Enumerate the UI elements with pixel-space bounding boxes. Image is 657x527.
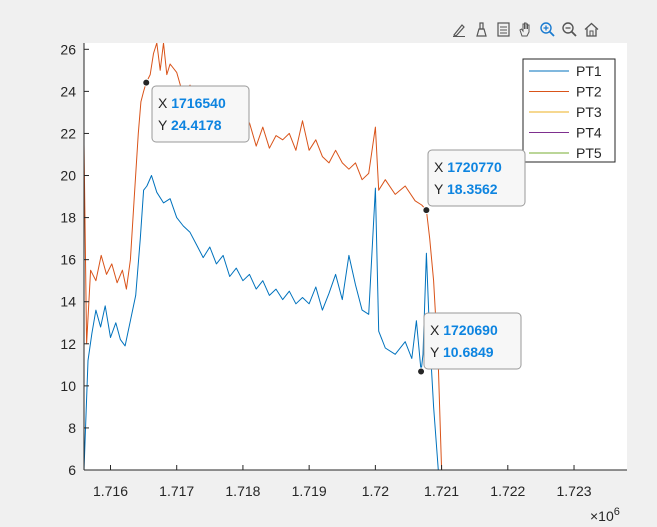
x-tick-label: 1.716	[93, 483, 128, 499]
datatip-marker	[417, 367, 426, 376]
datatip-x-row: X 1720690	[430, 322, 498, 338]
datatip-marker	[142, 78, 151, 87]
legend[interactable]: PT1 PT2 PT3 PT4 PT5	[522, 58, 616, 163]
series-line-pt1	[84, 175, 439, 470]
y-tick-label: 12	[60, 336, 76, 352]
legend-icon[interactable]	[494, 20, 513, 39]
y-tick-label: 20	[60, 168, 76, 184]
legend-box	[522, 58, 616, 163]
figure-toolbar	[450, 18, 601, 40]
y-tick-label: 24	[60, 83, 76, 99]
y-tick-label: 14	[60, 294, 76, 310]
datatip-box	[423, 312, 522, 370]
y-tick-label: 22	[60, 125, 76, 141]
x-tick-label: 1.723	[557, 483, 592, 499]
legend-label-pt1: PT1	[576, 63, 602, 79]
datatip[interactable]: X 1716540 Y 24.4178	[142, 78, 250, 143]
y-tick-label: 10	[60, 378, 76, 394]
zoom-out-icon[interactable]	[560, 20, 579, 39]
home-icon[interactable]	[582, 20, 601, 39]
legend-label-pt4: PT4	[576, 125, 602, 141]
legend-label-pt3: PT3	[576, 104, 602, 120]
datatip-box	[427, 149, 526, 207]
legend-label-pt2: PT2	[576, 84, 602, 100]
datatip-y-row: Y 24.4178	[158, 117, 222, 133]
legend-label-pt5: PT5	[576, 145, 602, 161]
x-tick-label: 1.718	[225, 483, 260, 499]
zoom-in-icon[interactable]	[538, 20, 557, 39]
pan-hand-icon[interactable]	[516, 20, 535, 39]
datatip-x-row: X 1720770	[434, 159, 502, 175]
x-tick-label: 1.717	[159, 483, 194, 499]
data-tip-icon[interactable]	[472, 20, 491, 39]
x-exponent-label: ×106	[590, 506, 620, 524]
x-tick-label: 1.72	[362, 483, 389, 499]
brush-icon[interactable]	[450, 20, 469, 39]
datatip-marker	[422, 206, 431, 215]
datatip-y-row: Y 18.3562	[434, 181, 498, 197]
datatip[interactable]: X 1720770 Y 18.3562	[422, 149, 526, 215]
y-tick-label: 6	[68, 462, 76, 478]
datatip-box	[151, 85, 250, 143]
x-tick-label: 1.722	[490, 483, 525, 499]
x-tick-label: 1.721	[424, 483, 459, 499]
datatip-y-row: Y 10.6849	[430, 344, 494, 360]
y-tick-label: 8	[68, 420, 76, 436]
datatip-x-row: X 1716540	[158, 95, 226, 111]
y-tick-label: 18	[60, 210, 76, 226]
y-tick-label: 16	[60, 252, 76, 268]
datatip[interactable]: X 1720690 Y 10.6849	[417, 312, 522, 376]
x-tick-label: 1.719	[292, 483, 327, 499]
y-tick-label: 26	[60, 41, 76, 57]
